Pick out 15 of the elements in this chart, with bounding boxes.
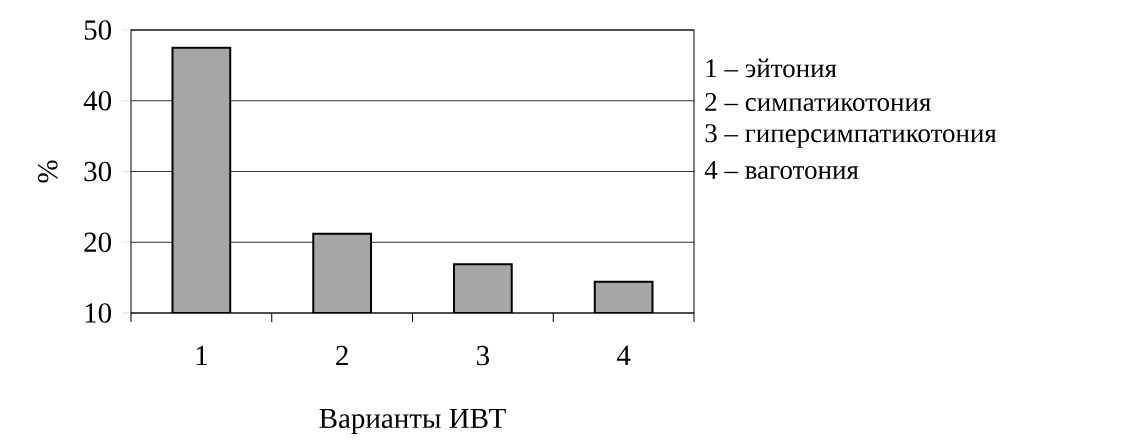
y-tick-label: 30 [84, 161, 112, 182]
text: 4 – ваготония [704, 160, 859, 180]
x-axis-title: Варианты ИВТ [319, 408, 506, 435]
text: 3 – гиперсимпатикотония [705, 124, 997, 148]
x-tick-label: 4 [616, 345, 631, 365]
text: 1 – эйтония [706, 58, 837, 78]
text: 2 – симпатикотония [705, 92, 931, 112]
x-tick-label: 3 [477, 345, 489, 366]
y-tick-label: 20 [84, 232, 112, 253]
x-tick-label: 1 [196, 345, 207, 366]
y-tick-label: 10 [85, 303, 112, 323]
y-axis-title: % [37, 160, 58, 183]
y-tick-label: 50 [84, 20, 112, 40]
x-tick-label: 2 [336, 345, 348, 366]
y-tick-label: 40 [83, 90, 112, 111]
